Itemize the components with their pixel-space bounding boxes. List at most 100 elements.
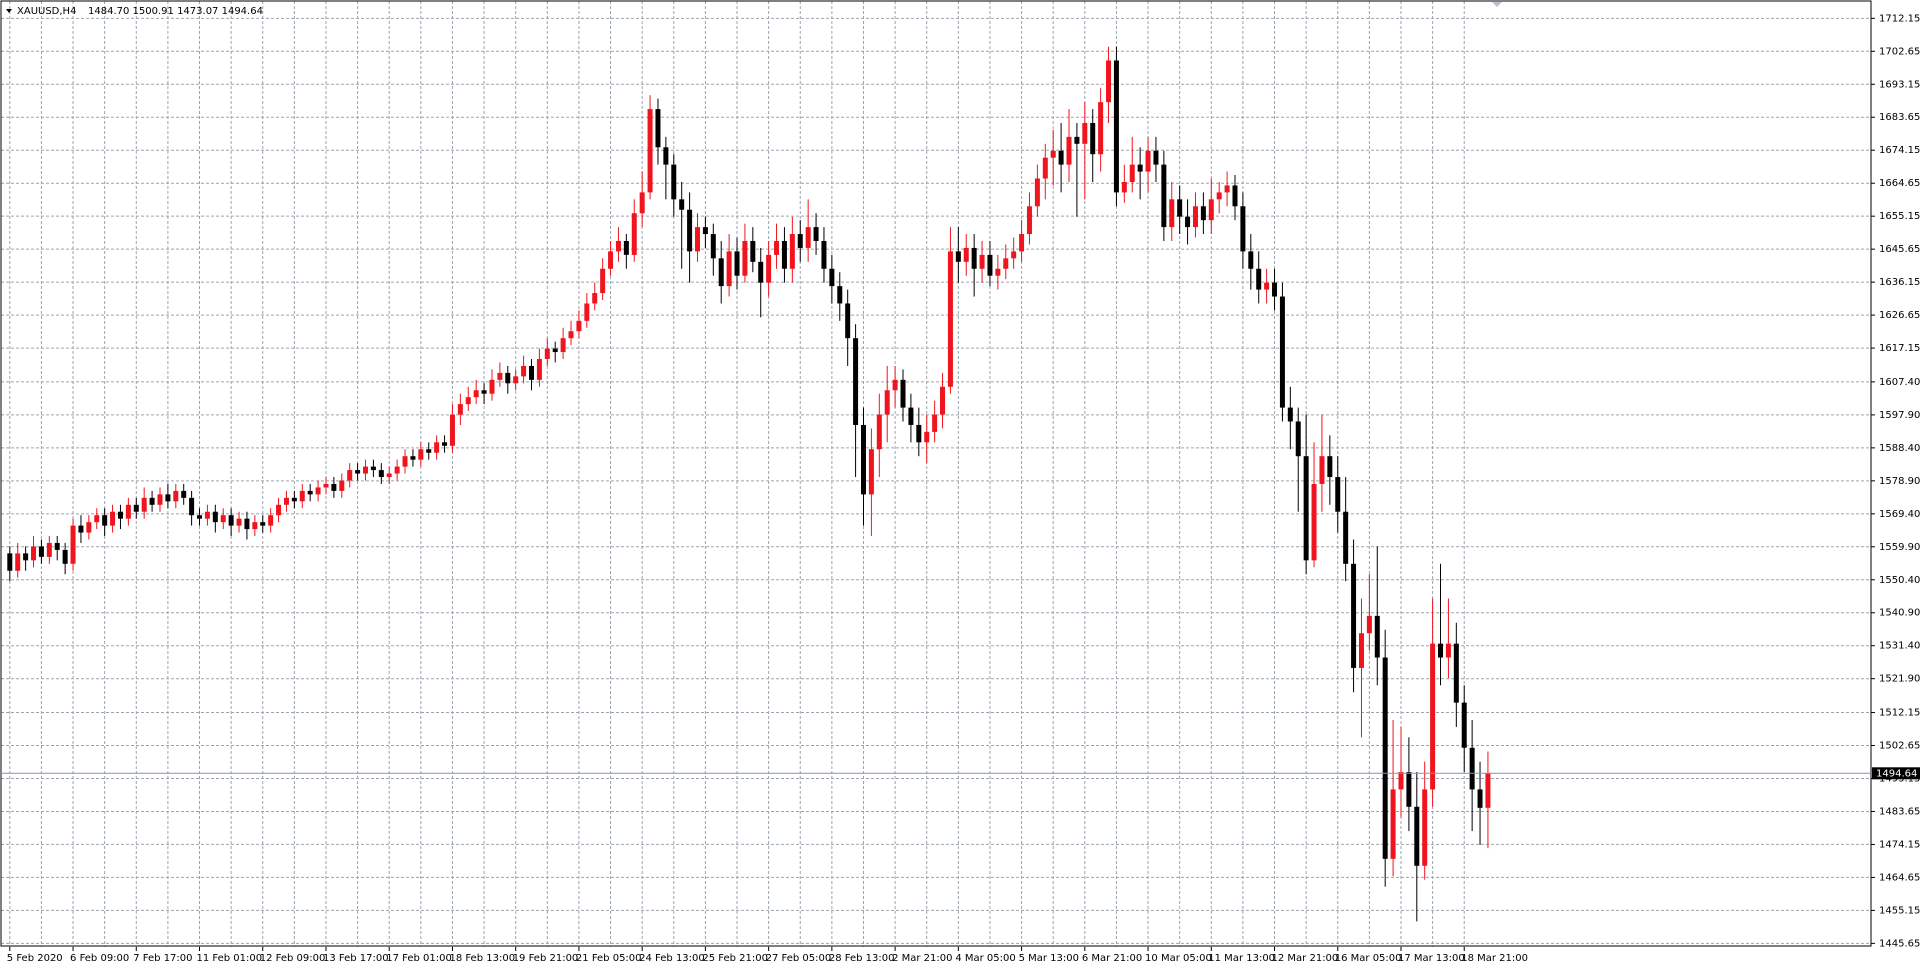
x-tick-label: 12 Feb 09:00	[260, 953, 326, 964]
candle-body	[655, 109, 661, 148]
y-tick-label: 1712.15	[1879, 13, 1920, 24]
x-tick-label: 13 Feb 17:00	[323, 953, 389, 964]
candle-body	[837, 286, 843, 304]
candle-body	[1343, 511, 1349, 564]
candle-body	[1003, 258, 1009, 269]
candle-body	[125, 504, 131, 519]
x-tick-label: 27 Feb 05:00	[766, 953, 832, 964]
candle-body	[1430, 643, 1436, 790]
candle-body	[528, 365, 534, 380]
candle-body	[1311, 483, 1317, 561]
candle-body	[955, 251, 961, 262]
y-tick-label: 1597.90	[1879, 410, 1920, 421]
candle-body	[1485, 773, 1491, 808]
candle-body	[781, 240, 787, 269]
y-tick-label: 1550.40	[1879, 575, 1920, 586]
y-tick-label: 1512.15	[1879, 708, 1920, 719]
symbol-title: XAUUSD,H4	[17, 6, 76, 17]
candle-body	[1106, 60, 1112, 103]
shift-marker	[1492, 2, 1502, 7]
candle-body	[46, 542, 52, 557]
candle-body	[1477, 789, 1483, 808]
candle-body	[410, 456, 416, 460]
y-tick-label: 1464.65	[1879, 872, 1920, 883]
x-tick-label: 24 Feb 13:00	[639, 953, 705, 964]
candle-body	[1026, 206, 1032, 235]
y-tick-label: 1588.40	[1879, 443, 1920, 454]
candle-body	[884, 390, 890, 415]
candle-body	[331, 483, 337, 491]
candle-body	[892, 379, 898, 391]
candle-body	[1272, 282, 1278, 297]
candle-body	[868, 449, 874, 495]
candle-body	[568, 331, 574, 339]
candle-body	[718, 258, 724, 287]
candle-body	[860, 424, 866, 495]
candle-body	[402, 456, 408, 467]
candle-body	[663, 147, 669, 165]
candle-body	[1469, 747, 1475, 790]
candle-body	[1287, 407, 1293, 422]
candle-body	[173, 490, 179, 502]
x-tick-label: 17 Mar 13:00	[1398, 953, 1465, 964]
candle-body	[347, 470, 353, 481]
candle-body	[734, 251, 740, 276]
candle-body	[647, 109, 653, 193]
candle-body	[1374, 615, 1380, 658]
candle-body	[323, 483, 329, 488]
candle-body	[932, 414, 938, 432]
candle-body	[197, 515, 203, 519]
candle-body	[1279, 296, 1285, 408]
y-tick-label: 1559.90	[1879, 542, 1920, 553]
x-tick-label: 18 Mar 21:00	[1461, 953, 1528, 964]
candle-body	[505, 372, 511, 384]
candle-body	[1034, 178, 1040, 207]
candle-body	[971, 247, 977, 269]
candle-body	[252, 522, 258, 530]
candle-body	[947, 251, 953, 387]
x-tick-label: 17 Feb 01:00	[386, 953, 452, 964]
candle-body	[434, 442, 440, 453]
y-tick-label: 1445.65	[1879, 938, 1920, 949]
candle-body	[1422, 789, 1428, 866]
y-tick-label: 1578.90	[1879, 476, 1920, 487]
x-tick-label: 21 Feb 05:00	[576, 953, 642, 964]
candle-body	[1113, 60, 1119, 193]
candle-body	[608, 251, 614, 269]
candle-body	[370, 466, 376, 471]
x-tick-label: 5 Feb 2020	[7, 953, 63, 964]
candle-body	[1414, 806, 1420, 866]
candle-body	[31, 546, 37, 561]
x-tick-label: 2 Mar 21:00	[892, 953, 952, 964]
candle-body	[1264, 282, 1270, 290]
candle-body	[1129, 164, 1135, 182]
candle-body	[592, 293, 598, 304]
candle-body	[940, 386, 946, 415]
candle-body	[623, 240, 629, 255]
plot-frame	[0, 0, 1872, 947]
candle-body	[1074, 136, 1080, 144]
candle-body	[576, 320, 582, 332]
candle-body	[1153, 150, 1159, 165]
candle-body	[117, 511, 123, 519]
candle-body	[110, 511, 116, 526]
candle-body	[228, 515, 234, 526]
candle-body	[133, 504, 139, 512]
y-tick-label: 1645.65	[1879, 244, 1920, 255]
x-tick-label: 10 Mar 05:00	[1145, 953, 1212, 964]
price-label-box	[1872, 767, 1920, 780]
candle-body	[299, 490, 305, 502]
candle-body	[1224, 185, 1230, 193]
candle-body	[1192, 206, 1198, 228]
candle-body	[853, 338, 859, 425]
candle-body	[702, 227, 708, 235]
x-tick-label: 11 Mar 13:00	[1208, 953, 1275, 964]
x-tick-label: 4 Mar 05:00	[955, 953, 1015, 964]
candle-body	[726, 251, 732, 287]
candle-body	[1382, 657, 1388, 859]
header-arrow	[6, 9, 12, 13]
candle-body	[86, 522, 92, 533]
candle-body	[631, 213, 637, 255]
candle-body	[204, 511, 210, 519]
